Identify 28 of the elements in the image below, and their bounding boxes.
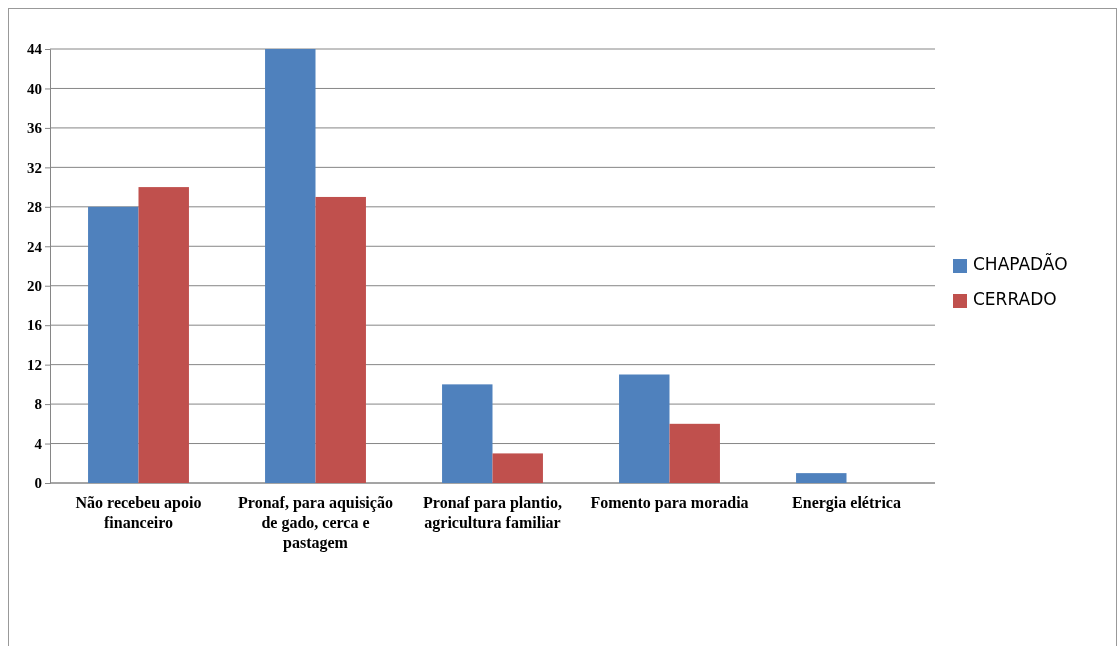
y-tick-label: 32 bbox=[27, 159, 42, 176]
y-tick-label: 0 bbox=[34, 475, 42, 492]
x-tick-label: Pronaf, para aquisição de gado, cerca e pastagem bbox=[238, 494, 393, 552]
y-tick-label: 24 bbox=[27, 238, 43, 255]
y-tick-label: 36 bbox=[27, 120, 43, 137]
x-tick-label: Pronaf para plantio, agricultura familiar bbox=[423, 494, 562, 532]
legend-label: CHAPADÃO bbox=[973, 253, 1068, 274]
bar bbox=[315, 196, 366, 483]
y-tick-label: 16 bbox=[27, 317, 43, 334]
bar bbox=[619, 374, 670, 483]
bar bbox=[265, 49, 316, 483]
y-tick-label: 44 bbox=[27, 41, 43, 58]
y-tick-label: 12 bbox=[27, 356, 42, 373]
legend-label: CERRADO bbox=[973, 289, 1057, 309]
y-tick-label: 8 bbox=[34, 396, 42, 413]
bar bbox=[669, 423, 720, 483]
x-tick-label: Fomento para moradia bbox=[590, 494, 749, 512]
x-tick-label: Não recebeu apoio financeiro bbox=[75, 494, 202, 531]
y-tick-label: 40 bbox=[27, 80, 42, 97]
bar bbox=[442, 384, 493, 483]
bar bbox=[796, 473, 847, 483]
bar bbox=[88, 206, 139, 483]
x-tick-label: Energia elétrica bbox=[792, 494, 901, 512]
bar bbox=[138, 187, 189, 483]
y-tick-label: 28 bbox=[27, 199, 42, 216]
y-tick-label: 4 bbox=[34, 435, 43, 452]
y-tick-label: 20 bbox=[27, 278, 42, 295]
bar bbox=[492, 453, 543, 483]
